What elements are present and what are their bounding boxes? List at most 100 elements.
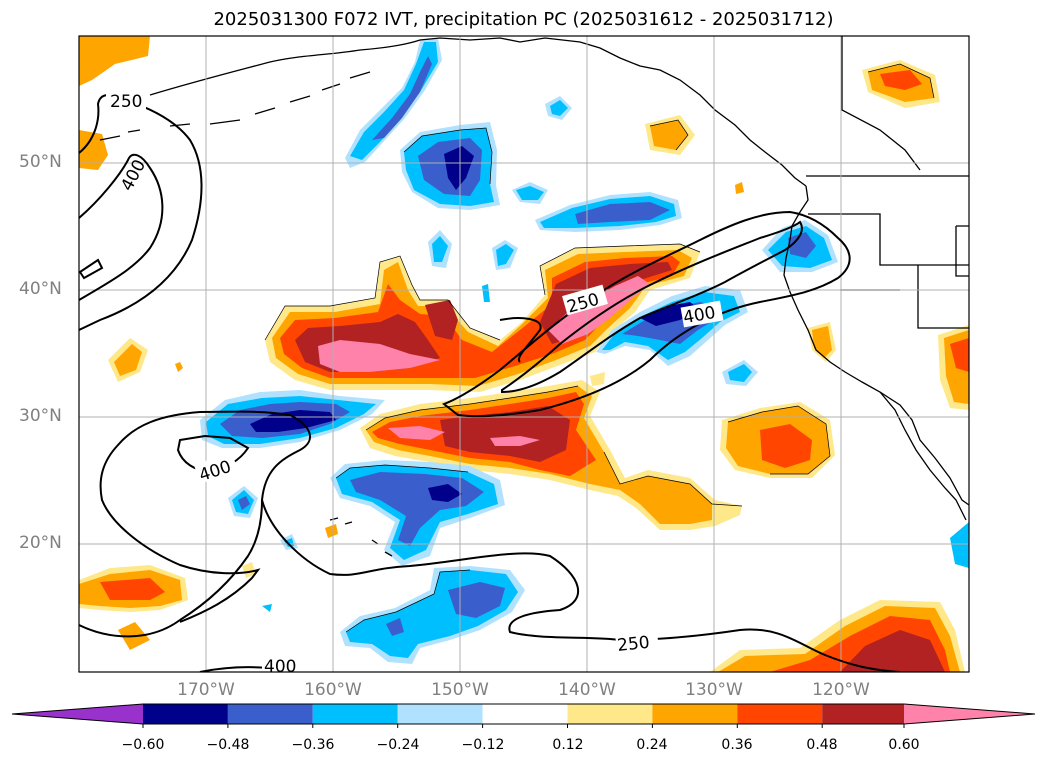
ivt-250-south: [261, 499, 901, 672]
ivt-250-sw: [79, 410, 312, 638]
neg-42n-coast-royal: [788, 232, 816, 258]
band-40n-pink: [548, 276, 650, 344]
colorbar-segment: [143, 704, 228, 724]
colorbar-tick: 0.12: [552, 737, 584, 753]
band-38n-darkred: [425, 300, 458, 340]
precip-outline-contours: [264, 63, 935, 633]
lon-label-120w: 120°W: [812, 680, 870, 700]
colorbar: [11, 703, 1036, 728]
colorbar-segment: [567, 704, 653, 724]
colorbar-segment: [652, 704, 738, 724]
ivt-250-nw: [79, 94, 203, 331]
blob-34n-right-red: [950, 338, 969, 372]
blob-tiny-2: [325, 524, 338, 538]
blob-35n-175w-core: [114, 344, 142, 376]
blob-tiny-1: [175, 362, 183, 372]
colorbar-tick: 0.24: [636, 737, 668, 753]
colorbar-segment: [482, 704, 568, 724]
neg-14n-royal-2: [386, 618, 404, 636]
neg-31n-navy: [250, 410, 336, 432]
colorbar-tick: 0.36: [721, 737, 753, 753]
colorbar-tick: 0.60: [888, 737, 920, 753]
ivt-250-ar-west: [499, 317, 542, 363]
band-28n-darkred: [440, 406, 570, 462]
contour-label-bg: [262, 656, 304, 674]
neg-52n-skyblue: [350, 42, 438, 160]
neg-24n-navy: [428, 484, 462, 502]
positive-anomaly-nw-corner: [79, 36, 150, 86]
colorbar-tick: −0.60: [121, 737, 165, 753]
lat-label-30n: 30°N: [19, 406, 62, 426]
blob-se-darkred: [840, 630, 945, 672]
ivt-400-nw-small: [79, 258, 104, 280]
colorbar-tick: −0.48: [206, 737, 250, 753]
colorbar-tick: −0.24: [376, 737, 420, 753]
map-title: 2025031300 F072 IVT, precipitation PC (2…: [213, 9, 834, 30]
lon-label-140w: 140°W: [558, 680, 616, 700]
blob-tiny-3: [242, 562, 256, 578]
graticule: [79, 36, 969, 672]
neg-47n-royal: [575, 202, 670, 224]
precip-anomaly-fills: [79, 36, 969, 672]
colorbar-segment: [737, 704, 823, 724]
colorbar-extend-high: [904, 704, 1035, 724]
lat-label-50n: 50°N: [19, 152, 62, 172]
blob-25n-orangered: [760, 424, 812, 468]
baja-california: [879, 391, 967, 521]
neg-48n-small-core: [516, 186, 544, 200]
hawaii-islands: [329, 517, 393, 557]
colorbar-extend-low: [12, 704, 143, 724]
contour-label-bg: [680, 300, 724, 328]
colorbar-segment: [822, 704, 904, 724]
lon-label-150w: 150°W: [431, 680, 489, 700]
neg-44n-small-a-core: [432, 236, 448, 262]
neg-22n-small-royal: [238, 496, 250, 510]
band-28n-pink2: [490, 436, 540, 446]
bc-coast: [785, 185, 809, 259]
lon-label-160w: 160°W: [304, 680, 362, 700]
neg-56n-small-core: [550, 100, 568, 116]
lon-label-130w: 130°W: [685, 680, 743, 700]
alaska-yukon-border: [841, 36, 921, 171]
right-frame-inner: [955, 225, 969, 277]
contour-label-bg: [193, 452, 239, 484]
map-frame: [78, 35, 970, 673]
contour-labels: 250 400 250 400 400 250 400: [106, 90, 724, 677]
alaska-coast: [149, 37, 807, 187]
lat-label-40n: 40°N: [19, 279, 62, 299]
blob-52n-orange: [650, 120, 688, 150]
blob-37n-coast-core: [812, 326, 832, 358]
neg-18n-right: [950, 522, 969, 568]
neg-16n-tiny: [262, 604, 272, 612]
contour-label-250-south: 250: [616, 633, 650, 656]
colorbar-segment: [312, 704, 398, 724]
band-35n-pink: [318, 340, 440, 372]
colorbar-tick: −0.12: [461, 737, 505, 753]
contour-label-250-nw: 250: [110, 92, 142, 112]
colorbar-tick: −0.36: [291, 737, 335, 753]
lon-label-170w: 170°W: [177, 680, 235, 700]
blob-55n-red: [880, 70, 922, 90]
neg-50n-navy: [444, 146, 474, 190]
contour-label-bg: [562, 284, 608, 316]
ivt-400-nw: [79, 153, 164, 301]
lat-label-20n: 20°N: [19, 533, 62, 553]
contour-label-bg: [106, 90, 146, 110]
blob-tiny-4: [735, 182, 744, 194]
neg-34n-small-core: [728, 364, 752, 382]
neg-14n-royal: [448, 582, 505, 618]
contour-label-400-south: 400: [264, 657, 296, 677]
colorbar-tick: 0.48: [806, 737, 838, 753]
neg-40n-tiny: [482, 284, 490, 302]
colorbar-segment: [397, 704, 483, 724]
band-28n-pink: [388, 426, 445, 440]
colorbar-segment: [227, 704, 313, 724]
aleutian-islands: [99, 71, 371, 141]
neg-44n-small-b-core: [496, 244, 514, 266]
us-west-coast: [783, 257, 969, 506]
blob-15n-orangered: [100, 578, 165, 600]
ivt-400-ar: [501, 220, 803, 394]
blob-30n-small: [590, 372, 605, 386]
neg-52n-royal: [372, 56, 432, 140]
